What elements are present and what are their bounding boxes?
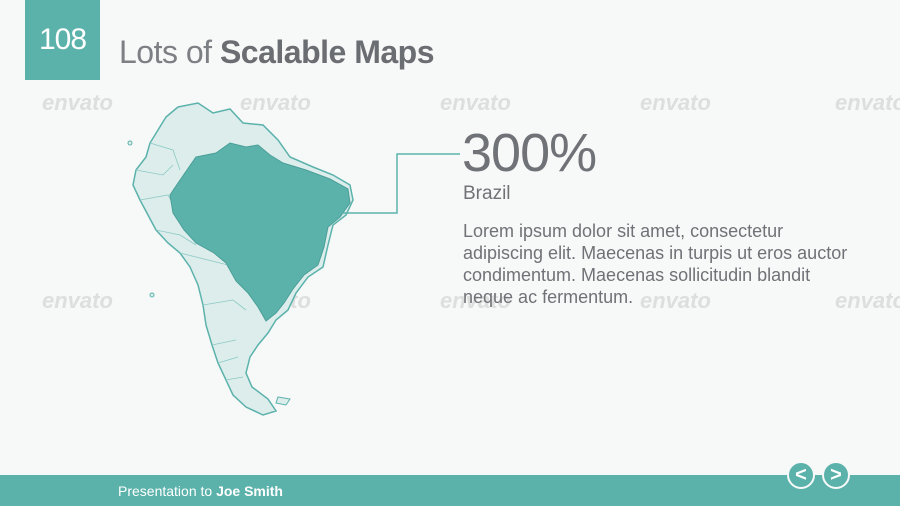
footer-bar: Presentation to Joe Smith bbox=[0, 475, 900, 506]
slide-title: Lots of Scalable Maps bbox=[119, 34, 435, 71]
stat-label: Brazil bbox=[463, 183, 511, 204]
watermark: envato bbox=[42, 288, 113, 313]
callout-connector bbox=[340, 153, 460, 214]
island-marker bbox=[127, 140, 133, 146]
brazil-highlight bbox=[169, 142, 351, 322]
watermark: envato bbox=[42, 90, 113, 115]
watermark: envato bbox=[835, 90, 900, 115]
island-marker bbox=[149, 292, 155, 298]
island-marker bbox=[275, 396, 291, 406]
prev-slide-button[interactable]: < bbox=[787, 461, 815, 489]
presenter-name: Joe Smith bbox=[216, 483, 283, 499]
chevron-right-icon: > bbox=[830, 463, 842, 486]
stat-description: Lorem ipsum dolor sit amet, consectetur … bbox=[463, 221, 848, 307]
slide-number-badge: 108 bbox=[25, 0, 100, 80]
next-slide-button[interactable]: > bbox=[822, 461, 850, 489]
slide-title-bold: Scalable Maps bbox=[219, 34, 435, 70]
slide-title-light: Lots of bbox=[119, 34, 212, 70]
watermark: envato bbox=[440, 90, 511, 115]
chevron-left-icon: < bbox=[795, 463, 807, 486]
south-america-map bbox=[127, 102, 354, 416]
slide-number: 108 bbox=[38, 23, 87, 56]
presenter-prefix: Presentation to bbox=[118, 483, 213, 499]
presenter-credit: Presentation to Joe Smith bbox=[118, 483, 283, 499]
watermark: envato bbox=[640, 90, 711, 115]
stat-value: 300% bbox=[462, 123, 597, 183]
